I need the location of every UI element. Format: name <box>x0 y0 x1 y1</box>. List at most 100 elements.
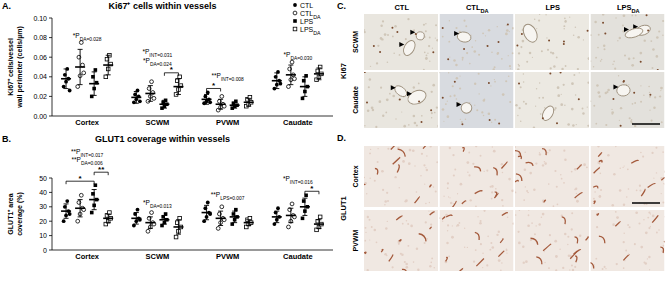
data-point <box>68 212 72 216</box>
data-point <box>293 77 297 81</box>
image-texture <box>656 36 659 39</box>
image-texture <box>492 68 494 70</box>
image-texture <box>480 220 482 222</box>
image-texture <box>577 36 580 39</box>
stained-vessel <box>391 146 398 150</box>
image-texture <box>380 24 382 26</box>
image-texture <box>502 93 505 96</box>
y-axis-line <box>52 18 53 116</box>
significance-star: * <box>212 81 216 90</box>
image-texture <box>664 216 665 217</box>
image-texture <box>534 233 536 235</box>
image-texture <box>605 124 607 126</box>
significance-star: * <box>170 65 174 74</box>
image-texture <box>423 24 425 26</box>
p-value-annotation-subscript: INT=0.016 <box>290 180 313 185</box>
image-texture <box>457 224 460 227</box>
data-point <box>90 211 94 215</box>
image-texture <box>554 240 557 243</box>
vessel <box>456 31 471 43</box>
image-texture <box>658 30 660 32</box>
column-header-text: CTL <box>394 3 409 12</box>
mean-line <box>159 103 169 105</box>
image-texture <box>377 148 378 149</box>
stained-nucleus <box>518 82 520 84</box>
image-texture <box>404 200 406 202</box>
image-texture <box>423 164 425 166</box>
image-texture <box>606 91 608 93</box>
image-background <box>515 210 589 271</box>
image-texture <box>377 161 379 163</box>
p-value-annotation: **PLPS=0.007 <box>211 191 245 201</box>
stained-nucleus <box>604 33 606 35</box>
stained-nucleus <box>633 92 635 94</box>
y-tick <box>49 96 52 97</box>
image-texture <box>448 41 450 43</box>
image-texture <box>379 100 382 103</box>
image-texture <box>544 107 545 108</box>
data-point <box>152 96 156 100</box>
image-texture <box>452 85 454 87</box>
stained-vessel <box>364 252 366 254</box>
image-texture <box>368 86 370 88</box>
image-texture <box>615 17 616 18</box>
stained-vessel <box>526 162 533 165</box>
image-background <box>440 72 514 128</box>
image-texture <box>428 210 429 211</box>
image-texture <box>472 163 474 165</box>
column-header-text: LPS <box>545 3 560 12</box>
column-header: LPS <box>545 3 560 12</box>
image-texture <box>392 95 395 98</box>
image-texture <box>509 65 511 67</box>
image-texture <box>371 226 373 228</box>
image-texture <box>629 117 631 119</box>
micrograph-image <box>515 14 589 70</box>
stained-vessel <box>476 259 484 267</box>
stained-nucleus <box>442 27 444 29</box>
image-texture <box>478 93 479 94</box>
image-texture <box>491 191 493 193</box>
mean-line <box>272 80 282 82</box>
x-tick-label: Cortex <box>75 252 100 261</box>
image-texture <box>468 174 470 176</box>
stained-vessel <box>451 201 456 207</box>
image-texture <box>644 39 646 41</box>
image-texture <box>591 34 592 36</box>
image-texture <box>435 37 436 38</box>
image-texture <box>541 216 543 218</box>
micrograph-image <box>364 72 438 128</box>
image-texture <box>440 217 441 219</box>
p-value-annotation: *PDA=0.013 <box>143 199 172 209</box>
image-texture <box>461 121 463 123</box>
mean-line <box>300 206 310 208</box>
y-tick-label: 50 <box>39 175 47 182</box>
image-texture <box>573 74 575 76</box>
stained-nucleus <box>489 119 491 121</box>
image-texture <box>649 269 650 270</box>
stained-nucleus <box>488 82 490 84</box>
p-value-annotation-subscript: INT=0.017 <box>80 152 103 157</box>
image-texture <box>619 37 622 40</box>
stained-vessel <box>475 191 483 194</box>
image-texture <box>453 174 455 176</box>
image-texture <box>459 87 461 89</box>
image-texture <box>463 20 465 22</box>
image-texture <box>529 52 532 55</box>
image-texture <box>576 124 577 125</box>
image-texture <box>544 162 547 165</box>
micrograph-image <box>440 146 514 207</box>
image-texture <box>486 170 488 172</box>
image-texture <box>376 62 378 64</box>
image-texture <box>507 216 509 218</box>
vessel <box>460 101 474 115</box>
data-point <box>150 80 154 84</box>
image-texture <box>599 195 601 197</box>
image-texture <box>511 189 513 192</box>
stained-nucleus <box>396 31 398 33</box>
image-texture <box>414 122 417 125</box>
image-background <box>364 14 438 70</box>
image-texture <box>623 241 625 243</box>
image-texture <box>431 257 433 259</box>
image-texture <box>458 222 460 224</box>
image-texture <box>650 226 651 227</box>
